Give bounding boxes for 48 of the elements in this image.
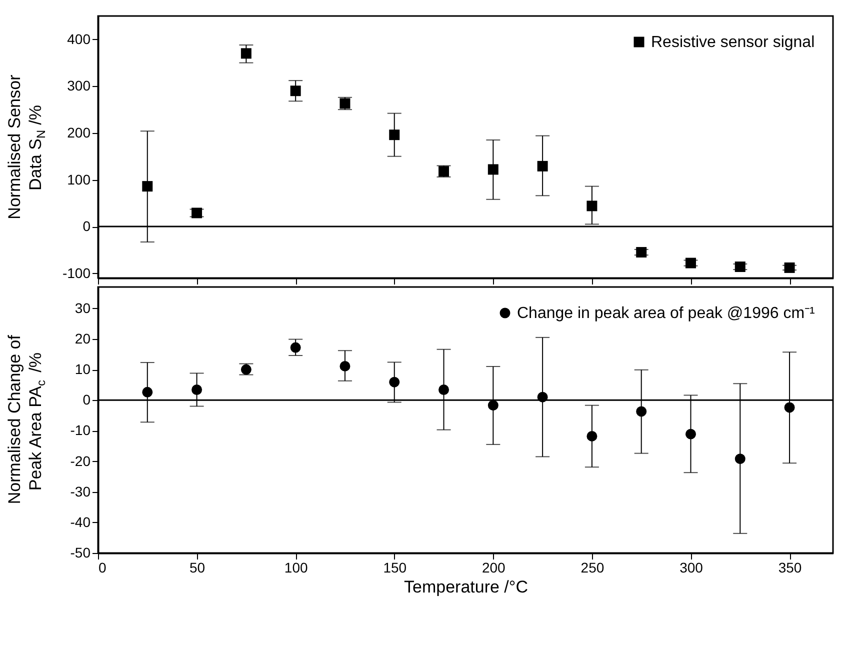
point [389,130,400,140]
point [488,400,498,411]
point [636,247,647,258]
x-tick-label: 300 [680,560,704,576]
legend-label: Resistive sensor signal [651,34,815,51]
point [192,208,202,218]
point [586,200,598,212]
y-tick-label: -40 [70,514,91,530]
y-tick-label: 200 [67,124,91,140]
x-tick-label: 150 [383,560,407,576]
point [389,376,400,388]
x-tick-label: 50 [190,560,206,576]
point [192,384,202,395]
point [340,360,350,372]
point [734,454,746,464]
point [240,48,252,59]
point [784,262,795,273]
x-tick-label: 200 [482,560,506,576]
x-tick-label: 100 [284,560,308,576]
point [537,160,548,172]
y-tick-label: 0 [82,218,91,234]
legend-label: Change in peak area of peak @1996 cm⁻¹ [517,305,815,322]
x-axis-title: Temperature /°C [404,578,528,596]
y-tick-label: 0 [82,392,91,408]
x-tick-label: 350 [778,560,802,576]
point [586,430,598,442]
point [488,164,498,175]
y-tick-label: -20 [70,452,91,469]
y-tick-label: 400 [67,30,91,47]
y-tick-label: -100 [62,264,91,281]
point [142,386,153,398]
point [290,342,301,353]
y-tick-label: 300 [67,78,91,94]
y-tick-label: 30 [74,300,91,316]
y-tick-label: 20 [74,330,91,346]
point [686,428,696,440]
y-tick-label: -50 [70,544,91,560]
x-tick-label: 0 [98,560,106,576]
y-tick-label: 10 [74,361,91,378]
y-tick-label: -30 [70,483,91,500]
point [290,86,301,96]
y-tick-label: 100 [67,171,91,188]
point [784,402,795,413]
point [636,406,647,417]
point [438,384,450,395]
y-tick-label: -10 [70,422,91,438]
point [142,181,153,192]
x-tick-label: 250 [580,560,604,576]
